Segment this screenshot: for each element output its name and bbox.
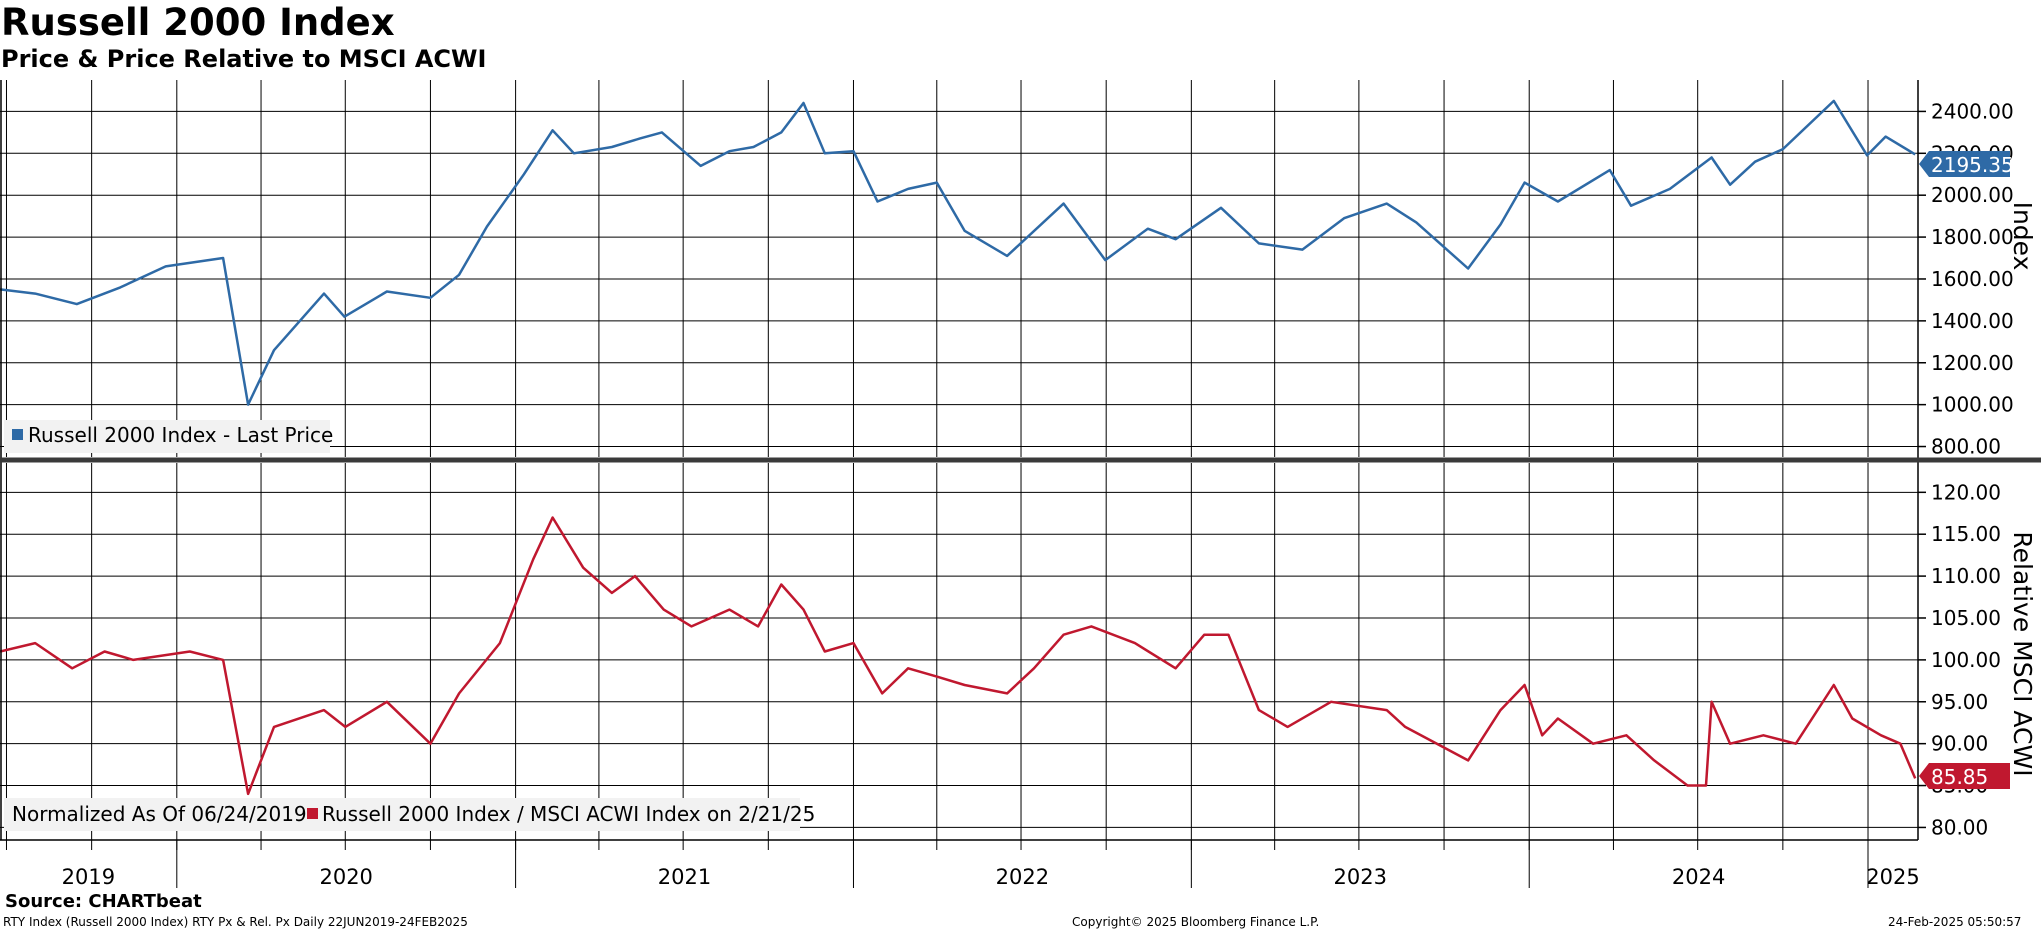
relative-series-line (0, 516, 1917, 796)
y-tick-label: 100.00 (1931, 648, 2001, 672)
relative-legend-label: Russell 2000 Index / MSCI ACWI Index on … (322, 802, 815, 826)
chart-title: Russell 2000 Index (1, 1, 395, 44)
price-last-value-tag: 2195.35 (1919, 151, 2014, 177)
y-tick-label: 105.00 (1931, 606, 2001, 630)
series-layer (0, 99, 1917, 796)
price-legend: Russell 2000 Index - Last Price (4, 420, 333, 453)
price-legend-swatch (12, 429, 23, 440)
y-tick-label: 120.00 (1931, 480, 2001, 504)
relative-last-value-tag: 85.85 (1919, 763, 2010, 789)
series-description: RTY Index (Russell 2000 Index) RTY Px & … (3, 915, 468, 929)
year-label: 2022 (996, 865, 1049, 889)
year-label: 2023 (1334, 865, 1387, 889)
price-last-value: 2195.35 (1931, 153, 2014, 177)
price-legend-label: Russell 2000 Index - Last Price (28, 423, 333, 447)
y-tick-label: 2400.00 (1931, 99, 2014, 123)
y-tick-label: 115.00 (1931, 522, 2001, 546)
year-label: 2019 (62, 865, 115, 889)
year-label: 2021 (658, 865, 711, 889)
year-labels: 2019 2020 2021 2022 2023 2024 2025 (62, 865, 1920, 889)
y-tick-label: 80.00 (1931, 815, 1988, 839)
relative-axis-label: Relative MSCI ACWI (2008, 531, 2037, 776)
chart-subtitle: Price & Price Relative to MSCI ACWI (1, 45, 487, 73)
y-tick-label: 90.00 (1931, 732, 1988, 756)
copyright-note: Copyright© 2025 Bloomberg Finance L.P. (1072, 915, 1320, 929)
y-tick-label: 1400.00 (1931, 309, 2014, 333)
y-tick-label: 110.00 (1931, 564, 2001, 588)
timestamp: 24-Feb-2025 05:50:57 (1888, 915, 2022, 929)
y-tick-label: 95.00 (1931, 690, 1988, 714)
y-tick-label: 1200.00 (1931, 351, 2014, 375)
normalized-note: Normalized As Of 06/24/2019 (12, 802, 307, 826)
y-tick-label: 1000.00 (1931, 393, 2014, 417)
relative-legend: Normalized As Of 06/24/2019 Russell 2000… (4, 798, 815, 831)
price-axis-label: Index (2008, 202, 2037, 271)
grid-lines (0, 80, 1918, 888)
axis-ticks: 2400.002200.002000.001800.001600.001400.… (1918, 99, 2014, 839)
price-series-line (0, 99, 1916, 406)
y-tick-label: 2000.00 (1931, 183, 2014, 207)
y-tick-label: 1600.00 (1931, 267, 2014, 291)
source-note: Source: CHARTbeat (5, 891, 202, 912)
year-label: 2020 (319, 865, 372, 889)
year-label: 2024 (1672, 865, 1725, 889)
chart-frame (0, 80, 2041, 841)
y-tick-label: 800.00 (1931, 435, 2001, 459)
y-tick-label: 1800.00 (1931, 225, 2014, 249)
year-label: 2025 (1866, 865, 1919, 889)
relative-last-value: 85.85 (1931, 765, 1988, 789)
relative-legend-swatch (307, 808, 318, 819)
